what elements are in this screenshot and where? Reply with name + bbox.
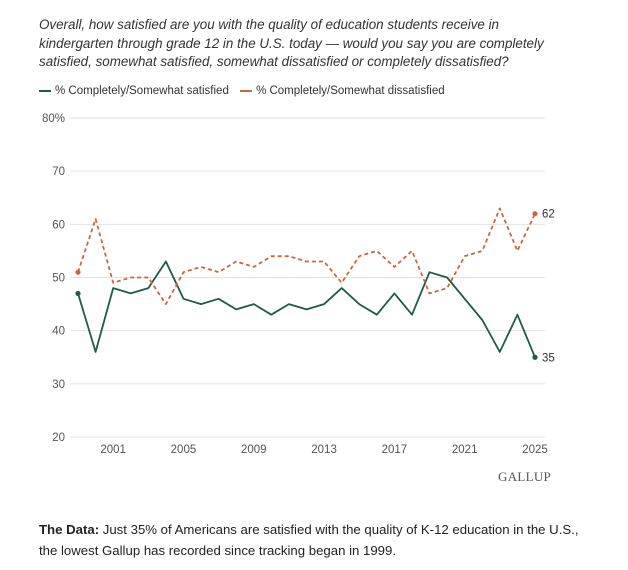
x-tick-label: 2001 (100, 444, 126, 456)
legend-item-satisfied: % Completely/Somewhat satisfied (39, 85, 229, 97)
legend-label-satisfied: % Completely/Somewhat satisfied (55, 85, 229, 97)
data-caption: The Data: Just 35% of Americans are sati… (39, 520, 599, 561)
survey-question: Overall, how satisfied are you with the … (39, 17, 544, 69)
gallup-logo: GALLUP (498, 469, 552, 484)
y-tick-label: 60 (52, 219, 65, 231)
series-end-label: 62 (542, 209, 555, 221)
x-tick-label: 2009 (241, 444, 267, 456)
series-start-point (75, 269, 81, 275)
y-tick-label: 70 (52, 166, 65, 178)
chart-legend: % Completely/Somewhat satisfied % Comple… (39, 83, 453, 97)
series-end-point (532, 211, 538, 217)
series-line-satisfied (77, 260, 536, 358)
y-tick-label: 30 (52, 379, 65, 391)
x-tick-label: 2025 (522, 444, 548, 456)
line-chart: 20 30 40 50 60 70 80% 2001 2005 2009 2013 2017 2021 2… (42, 113, 555, 456)
y-tick-label: 80% (42, 113, 65, 125)
x-tick-label: 2005 (171, 444, 197, 456)
series-line-dissatisfied (77, 207, 536, 306)
x-tick-label: 2021 (452, 444, 478, 456)
x-tick-label: 2017 (382, 444, 408, 456)
legend-item-dissatisfied: % Completely/Somewhat dissatisfied (240, 85, 445, 97)
y-tick-label: 40 (52, 326, 65, 338)
legend-solid-line-icon (39, 90, 51, 92)
series-end-label: 35 (542, 352, 555, 364)
caption-label: The Data: (39, 522, 100, 537)
series-start-point (75, 290, 81, 297)
x-tick-label: 2013 (311, 444, 337, 456)
y-tick-label: 20 (52, 432, 65, 444)
y-tick-label: 50 (52, 273, 65, 285)
legend-dashed-line-icon (240, 90, 253, 92)
caption-text: Just 35% of Americans are satisfied with… (39, 522, 579, 558)
series-end-point (532, 354, 538, 360)
legend-label-dissatisfied: % Completely/Somewhat dissatisfied (256, 85, 445, 97)
